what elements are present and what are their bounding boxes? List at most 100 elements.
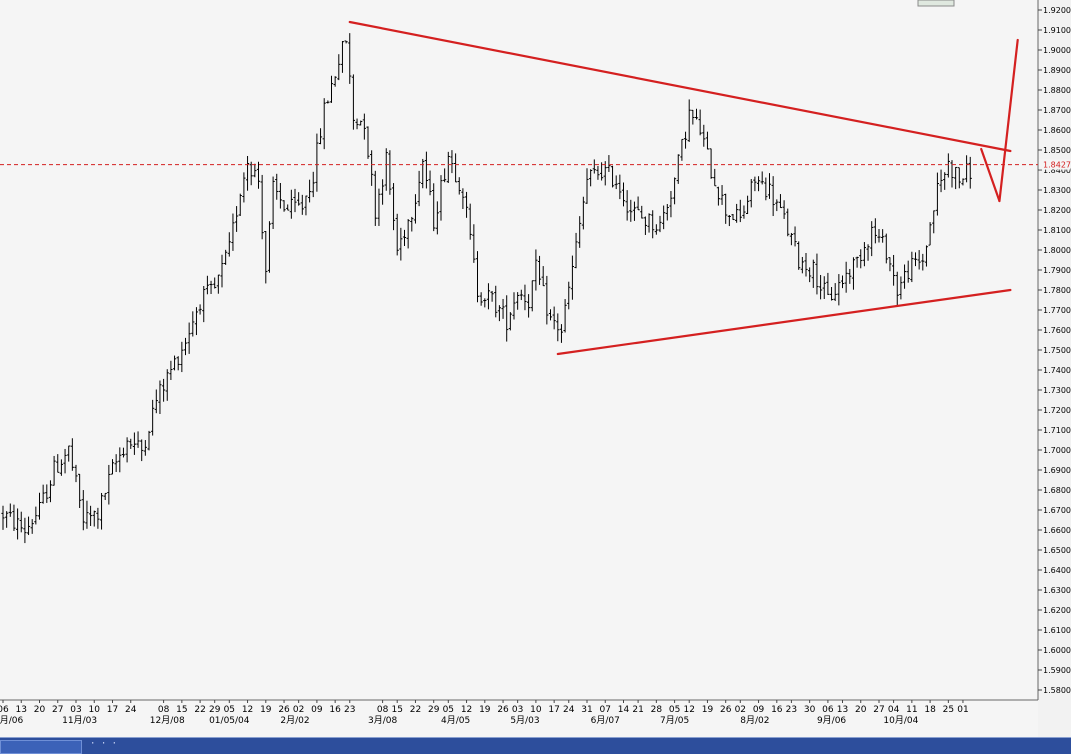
x-day-label: 31 [581,705,592,715]
ohlc-bar [505,295,509,342]
ohlc-bar [413,194,418,224]
ohlc-bar [464,191,469,218]
ohlc-bar [322,98,326,150]
ohlc-bar [264,231,268,284]
ohlc-bar [881,229,885,243]
ohlc-bar [373,170,377,226]
ohlc-bar [694,108,699,120]
trendline-down-leg [980,147,1001,203]
ohlc-bar [348,33,352,84]
ohlc-bar [727,215,731,227]
ohlc-bar [52,455,56,486]
ohlc-bar [680,138,684,161]
x-day-label: 25 [943,705,954,715]
ohlc-bar [625,190,629,221]
ohlc-bar [924,245,929,267]
ohlc-bar [665,203,669,221]
plot-area [0,0,1038,700]
ohlc-bar [224,249,228,265]
ohlc-bar [384,148,388,191]
taskbar-button[interactable] [0,740,82,754]
ohlc-bar [399,227,403,261]
y-tick-label: 1.6500 [1043,546,1071,555]
ohlc-bar [716,186,720,206]
x-day-label: 02 [293,705,304,715]
y-tick-label: 1.7100 [1043,426,1071,435]
x-day-label: 10 [530,705,542,715]
ohlc-bar [494,285,498,318]
ohlc-bar [235,206,239,232]
ohlc-bar [965,155,969,183]
ohlc-bar [8,503,12,517]
ohlc-bar [194,307,199,336]
ohlc-bar [23,517,27,544]
ohlc-bar [921,253,925,271]
ohlc-bar [89,505,93,526]
taskbar: · · · [0,737,1071,754]
x-month-label: 6月/07 [591,715,620,726]
ohlc-bar [884,233,888,264]
ohlc-bar [808,267,812,283]
ohlc-bar [545,275,549,325]
x-day-label: 19 [479,705,491,715]
x-month-label: 12月/08 [150,715,185,726]
x-day-label: 09 [753,705,765,715]
ohlc-bar [552,306,556,330]
ohlc-bar [614,175,618,190]
ohlc-bar [720,185,724,205]
x-day-label: 15 [391,705,402,715]
ohlc-bar [209,280,213,294]
ohlc-bar [753,176,757,192]
x-day-label: 07 [600,705,611,715]
ohlc-bar [917,250,921,270]
x-day-label: 27 [873,705,884,715]
ohlc-bar [435,201,439,235]
ohlc-bar [767,173,772,199]
ohlc-bar [267,221,272,273]
ohlc-bar [691,109,695,125]
ohlc-bar [855,256,859,268]
ohlc-bar [99,492,104,530]
x-month-label: 8月/02 [740,715,769,726]
ohlc-bar [563,299,567,333]
ohlc-bar [70,438,74,471]
x-day-label: 04 [888,705,900,715]
ohlc-bar [935,172,939,216]
taskbar-dots: · · · [90,739,118,749]
price-chart: 1.9200 1.9100 1.9000 1.8900 1.8800 1.8700 1.86… [0,0,1071,726]
ohlc-bar [278,182,282,209]
ohlc-bar [640,205,644,219]
ohlc-bar [187,322,191,354]
ohlc-bar [410,216,414,232]
ohlc-bar [578,216,582,248]
ohlc-bar [548,309,553,321]
ohlc-bar [260,174,264,240]
ohlc-bar [705,131,710,150]
ohlc-bar [534,249,538,291]
ohlc-bar [621,182,626,207]
y-tick-label: 1.7300 [1043,386,1071,395]
x-day-label: 20 [34,705,46,715]
ohlc-bar [16,508,20,540]
y-tick-label: 1.8900 [1043,66,1071,75]
y-tick-label: 1.7200 [1043,406,1071,415]
ohlc-bar [636,196,640,211]
ohlc-bar [939,169,943,193]
y-tick-label: 1.5900 [1043,666,1071,675]
ohlc-bar [895,271,899,306]
x-day-label: 03 [70,705,81,715]
ohlc-bar [362,113,366,140]
ohlc-bar [461,188,465,209]
ohlc-bar [370,150,374,186]
ohlc-bar [366,126,370,159]
y-tick-label: 1.7500 [1043,346,1071,355]
ohlc-bar [570,255,574,300]
ohlc-bar [957,167,961,189]
x-day-label: 16 [329,705,341,715]
ohlc-bar [454,153,458,183]
ohlc-bar [216,274,220,294]
ohlc-bar [746,195,750,215]
y-tick-label: 1.9100 [1043,26,1071,35]
x-day-label: 08 [158,705,170,715]
x-day-label: 19 [260,705,272,715]
